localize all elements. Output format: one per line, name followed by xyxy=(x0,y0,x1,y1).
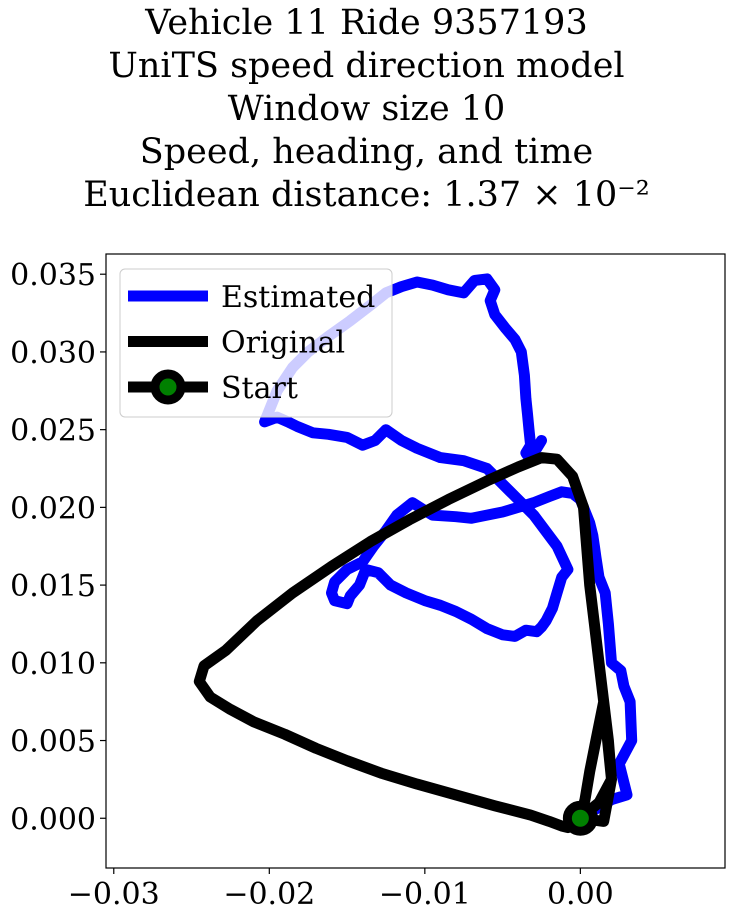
y-tick-label: 0.005 xyxy=(10,725,96,760)
title-line-vehicle: Vehicle 11 Ride 9357193 xyxy=(145,3,588,43)
legend: Estimated Original Start xyxy=(119,268,393,418)
x-tick-label: −0.01 xyxy=(379,877,471,912)
y-tick-label: 0.020 xyxy=(10,491,96,526)
y-tick-label: 0.000 xyxy=(10,802,96,837)
title-line-window: Window size 10 xyxy=(227,89,506,129)
x-tick-label: −0.02 xyxy=(223,877,315,912)
start-marker-layer xyxy=(562,800,598,836)
title-line-distance: Euclidean distance: 1.37 × 10⁻² xyxy=(83,175,650,215)
y-tick-label: 0.015 xyxy=(10,569,96,604)
title-line-model: UniTS speed direction model xyxy=(108,46,625,86)
legend-label-start: Start xyxy=(221,371,298,406)
y-tick-label: 0.025 xyxy=(10,414,96,449)
x-tick-label: 0.00 xyxy=(547,877,614,912)
y-tick-label: 0.030 xyxy=(10,336,96,371)
plot-frame xyxy=(105,253,726,869)
chart-title: Vehicle 11 Ride 9357193 UniTS speed dire… xyxy=(0,2,733,217)
y-tick-label: 0.010 xyxy=(10,647,96,682)
legend-box xyxy=(119,268,393,418)
legend-marker-start xyxy=(150,369,186,405)
y-tick-label: 0.035 xyxy=(10,258,96,293)
axes-layer: −0.03 −0.02 −0.01 0.00 0.000 0.005 0.010 0.015 0… xyxy=(10,253,726,912)
x-tick-label: −0.03 xyxy=(68,877,160,912)
title-line-features: Speed, heading, and time xyxy=(139,132,594,172)
legend-label-estimated: Estimated xyxy=(221,280,375,315)
start-point-marker xyxy=(562,800,598,836)
legend-label-original: Original xyxy=(221,326,345,361)
